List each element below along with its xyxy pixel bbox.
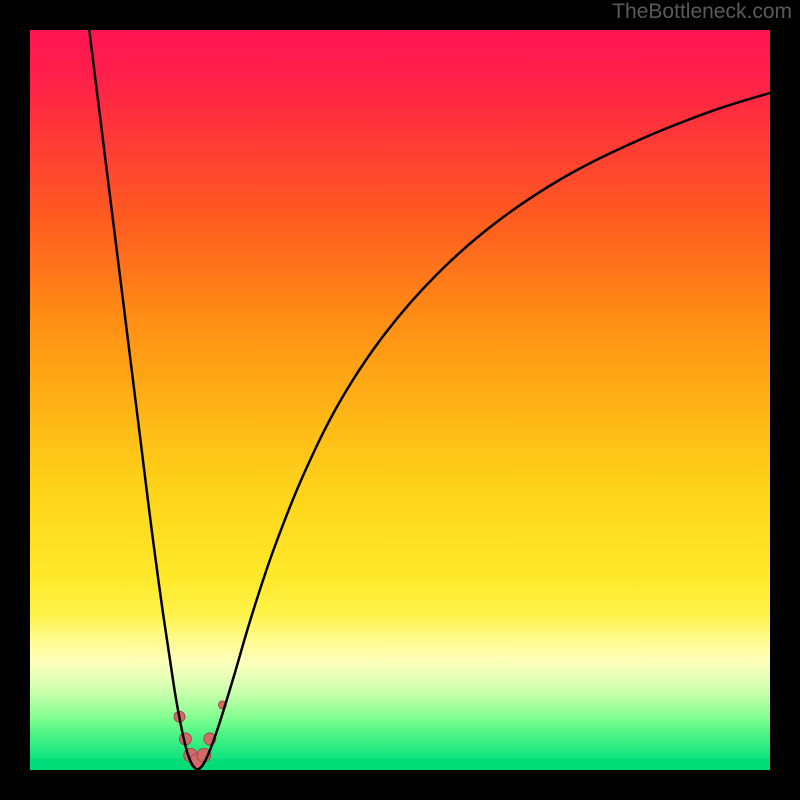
gradient-background [30, 30, 770, 770]
plot-svg [30, 30, 770, 770]
chart-root: TheBottleneck.com [0, 0, 800, 800]
plot-area [30, 30, 770, 770]
watermark-text: TheBottleneck.com [612, 0, 792, 24]
bottom-green-band [30, 759, 770, 770]
